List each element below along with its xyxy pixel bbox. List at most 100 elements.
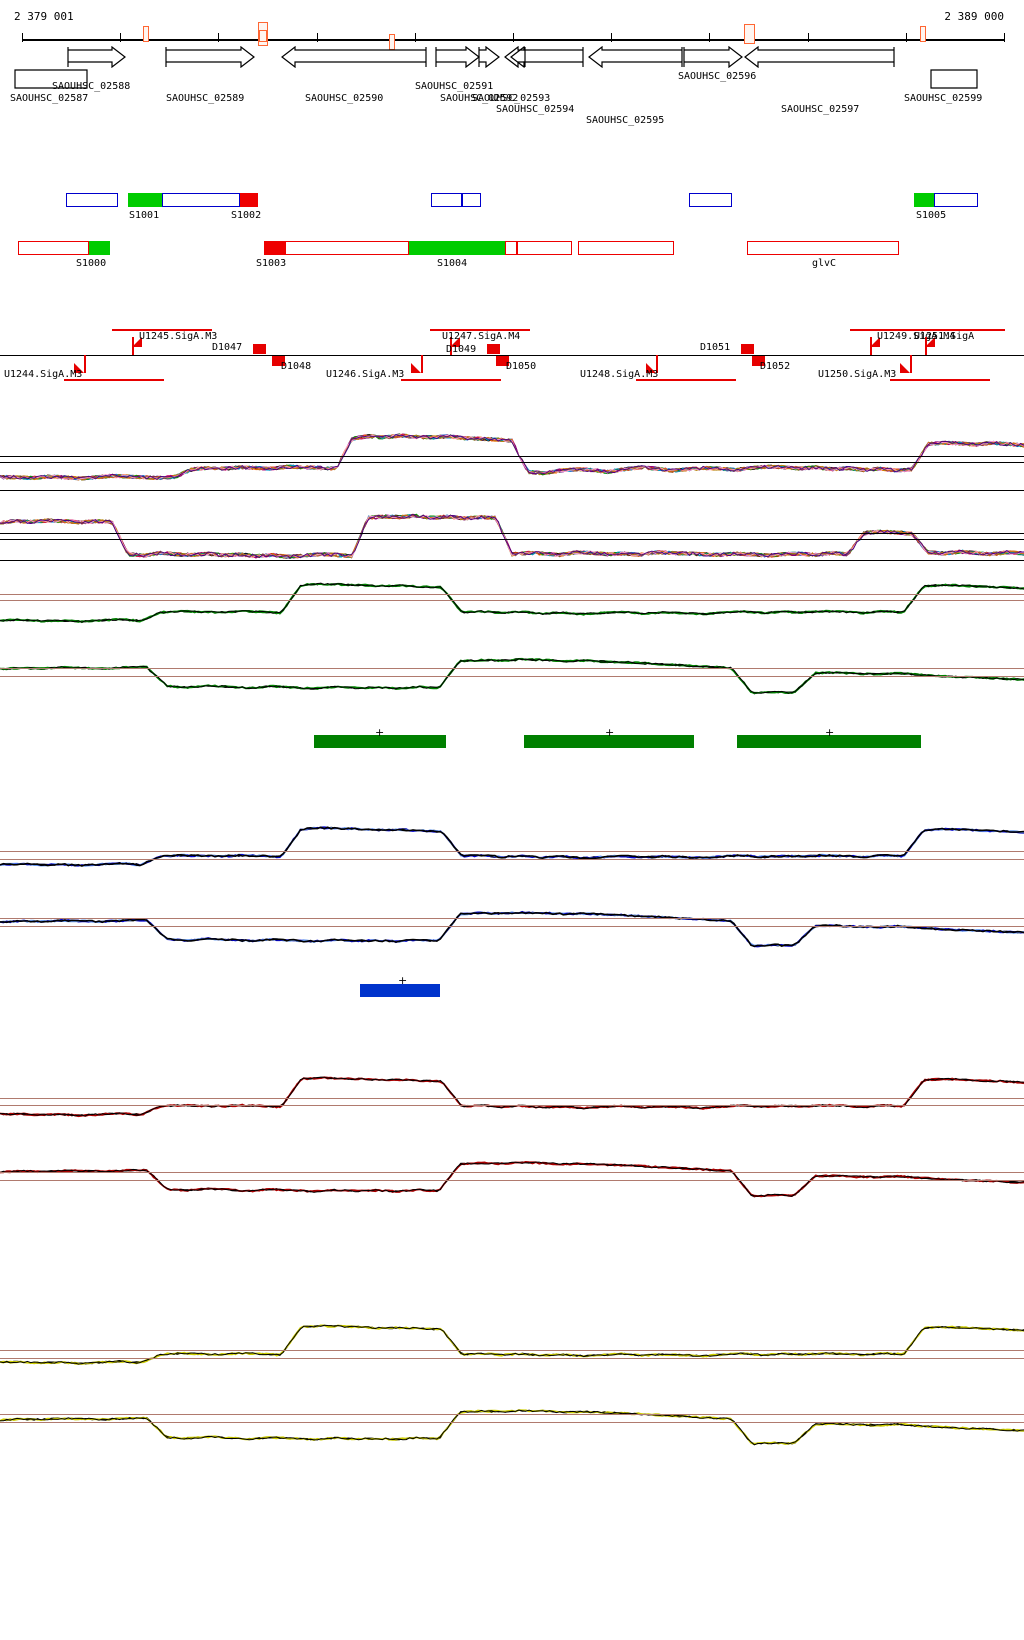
gene-shape [683, 45, 743, 69]
gene-SAOUHSC_02597[interactable] [744, 45, 895, 69]
signal-series [0, 514, 1024, 559]
signal-track-red-top[interactable] [0, 1072, 1024, 1134]
gene-label-SAOUHSC_02594: SAOUHSC_02594 [496, 104, 575, 115]
ruler-tick [22, 33, 23, 42]
motif-label-U1245.SigA.M3: U1245.SigA.M3 [139, 331, 218, 342]
motif-axis-line [0, 355, 1024, 356]
motif-block [752, 356, 765, 366]
gene-shape [510, 45, 584, 69]
motif-bar [430, 329, 530, 331]
motif-bar [890, 379, 990, 381]
signal-series [0, 434, 1024, 481]
significance-bar-green-2[interactable] [524, 735, 694, 748]
gene-SAOUHSC_02589[interactable] [165, 45, 255, 69]
gene-SAOUHSC_02591[interactable] [435, 45, 480, 69]
signal-series [0, 513, 1024, 559]
ruler-tick [316, 33, 318, 42]
significance-bar-green-3[interactable] [737, 735, 921, 748]
feature-segment [285, 241, 409, 255]
motif-flag [411, 363, 421, 373]
feature-t4[interactable] [505, 241, 572, 255]
feature-S1000[interactable] [18, 241, 110, 255]
feature-t2[interactable] [431, 193, 481, 207]
feature-S1001[interactable] [128, 193, 258, 207]
gene-SAOUHSC_02587[interactable] [14, 68, 88, 90]
signal-track-green-bottom[interactable] [0, 645, 1024, 707]
motif-stem [84, 355, 86, 373]
feature-segment [505, 241, 517, 255]
signal-series [0, 513, 1024, 559]
signal-baseline [0, 1422, 1024, 1423]
motif-label-D1051: D1051 [700, 342, 731, 353]
motif-flag [925, 337, 935, 347]
significance-bar-green-1[interactable] [314, 735, 446, 748]
signal-baseline [0, 533, 1024, 534]
motif-flag [450, 337, 460, 347]
ruler-mark [143, 26, 149, 42]
feature-segment [517, 241, 572, 255]
gene-label-SAOUHSC_02588: SAOUHSC_02588 [52, 81, 131, 92]
ruler-tick [611, 33, 613, 42]
signal-series [0, 513, 1024, 559]
signal-series [0, 513, 1024, 559]
signal-baseline [0, 600, 1024, 601]
feature-glvC[interactable] [747, 241, 899, 255]
feature-segment [89, 241, 110, 255]
gene-shape [435, 45, 480, 69]
feature-S1003[interactable] [264, 241, 409, 255]
signal-baseline [0, 859, 1024, 860]
feature-t1[interactable] [66, 193, 118, 207]
feature-segment [431, 193, 462, 207]
signal-series [0, 513, 1024, 558]
feature-segment [914, 193, 934, 207]
signal-baseline [0, 676, 1024, 677]
motif-label-D1050: D1050 [506, 361, 537, 372]
feature-segment [66, 193, 118, 207]
motif-bar [64, 379, 164, 381]
significance-bar-blue-1[interactable] [360, 984, 440, 997]
signal-track-blue-bottom[interactable] [0, 898, 1024, 960]
signal-baseline [0, 851, 1024, 852]
feature-segment [264, 241, 285, 255]
signal-baseline [0, 926, 1024, 927]
signal-track-blue-top[interactable] [0, 822, 1024, 884]
significance-bar-blue-1-plus: + [398, 974, 408, 987]
significance-bar-green-1-plus: + [375, 726, 385, 739]
signal-track-multi-sample-bottom[interactable] [0, 505, 1024, 577]
signal-baseline [0, 462, 1024, 463]
motif-label-U1251.SigA: U1251.SigA [914, 331, 975, 342]
signal-baseline [0, 594, 1024, 595]
motif-flag [900, 363, 910, 373]
signal-track-yellow-top[interactable] [0, 1320, 1024, 1382]
feature-t5[interactable] [578, 241, 674, 255]
signal-series [0, 658, 1024, 694]
significance-bar-green-3-plus: + [825, 726, 835, 739]
signal-baseline [0, 668, 1024, 669]
gene-SAOUHSC_02599[interactable] [930, 68, 978, 90]
gene-SAOUHSC_02596[interactable] [683, 45, 743, 69]
gene-SAOUHSC_02588[interactable] [67, 45, 126, 69]
signal-series [0, 1161, 1024, 1197]
signal-baseline [0, 1098, 1024, 1099]
gene-SAOUHSC_02594[interactable] [510, 45, 584, 69]
feature-S1004[interactable] [409, 241, 505, 255]
signal-track-green-top[interactable] [0, 578, 1024, 640]
signal-series [0, 1409, 1024, 1446]
gene-SAOUHSC_02590[interactable] [281, 45, 427, 69]
motif-bar [636, 379, 736, 381]
feature-label-S1003: S1003 [256, 258, 287, 269]
ruler-tick [513, 33, 514, 42]
signal-series [0, 910, 1024, 948]
motif-block [741, 344, 754, 354]
motif-label-U1247.SigA.M4: U1247.SigA.M4 [442, 331, 521, 342]
feature-S1005[interactable] [914, 193, 978, 207]
coord-right-label: 2 389 000 [944, 10, 1004, 23]
gene-shape [588, 45, 683, 69]
feature-t3[interactable] [689, 193, 732, 207]
signal-track-yellow-bottom[interactable] [0, 1396, 1024, 1458]
gene-SAOUHSC_02595[interactable] [588, 45, 683, 69]
gene-SAOUHSC_02592[interactable] [478, 45, 500, 69]
signal-track-multi-sample-top[interactable] [0, 428, 1024, 500]
signal-series [0, 1324, 1024, 1365]
signal-track-red-bottom[interactable] [0, 1148, 1024, 1210]
